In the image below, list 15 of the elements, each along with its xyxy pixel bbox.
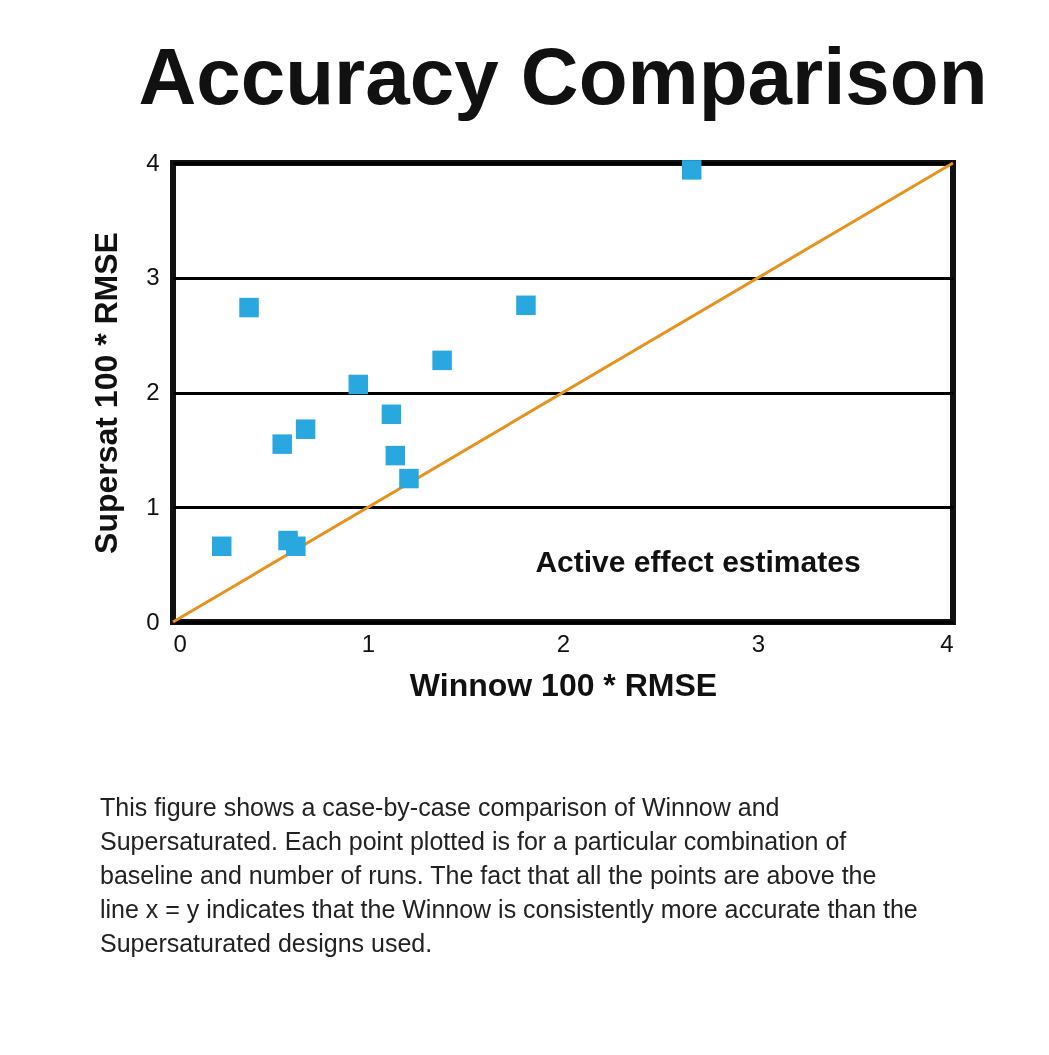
x-axis-title: Winnow 100 * RMSE: [409, 666, 718, 703]
y-tick-label: 0: [146, 607, 160, 635]
annotation: Active effect estimates: [535, 545, 861, 578]
chart-title: Accuracy Comparison: [138, 32, 988, 121]
x-tick-label: 2: [556, 629, 571, 657]
y-tick-label: 1: [146, 492, 160, 520]
y-tick-label: 3: [146, 263, 160, 291]
y-tick-label: 2: [146, 378, 160, 405]
x-tick-label: 4: [940, 629, 954, 657]
y-tick-label: 4: [146, 148, 160, 176]
y-axis-title: Supersat 100 * RMSE: [88, 232, 125, 554]
x-tick-label: 1: [361, 629, 376, 657]
text: This figure shows a case-by-case comparison of Winnow and Supersaturated. Each point plotted is for a particular combination of baseline and number of runs. The fact that all the points are above the line x = y indicates that the Winnow is consistently more accurate than the Supersaturated designs used.: [100, 792, 919, 959]
x-tick-label: 3: [751, 629, 766, 657]
x-tick-label: 0: [173, 629, 187, 657]
